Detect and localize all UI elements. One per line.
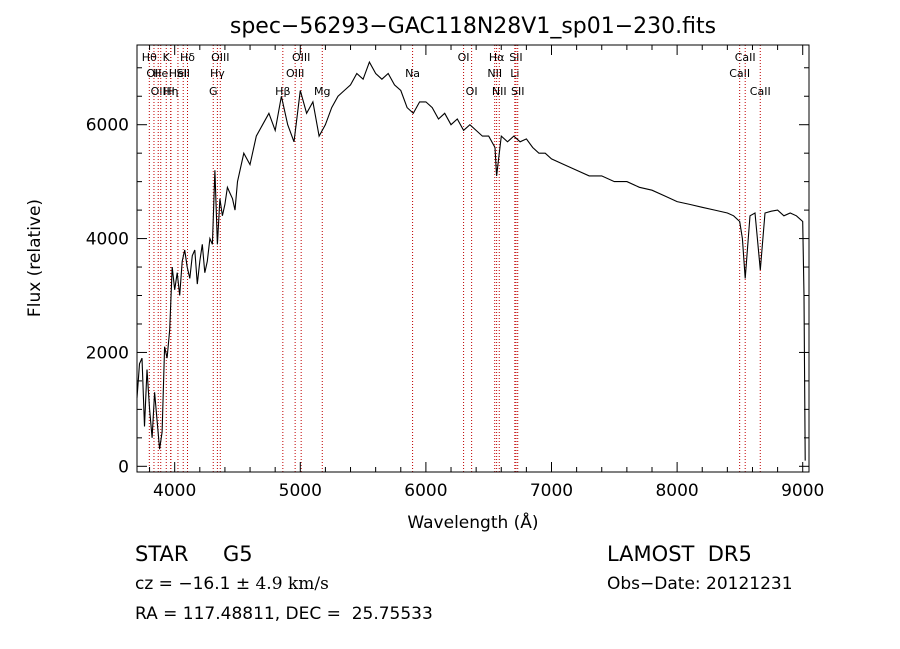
coordinates-readout: RA = 117.48811, DEC = 25.75533: [135, 604, 433, 624]
y-axis-label: Flux (relative): [25, 199, 45, 317]
spectral-line-label: OII: [146, 67, 161, 80]
spectral-line-label: K: [163, 51, 171, 64]
object-class: STAR: [135, 542, 189, 566]
spectral-line-label: HeI: [169, 67, 187, 80]
spectral-line-label: G: [209, 85, 218, 98]
x-tick-label: 8000: [655, 481, 698, 501]
spectral-line-label: OI: [466, 85, 478, 98]
observation-date: Obs−Date: 20121231: [607, 574, 793, 594]
spectral-line-label: SII: [176, 67, 189, 80]
x-tick-label: 9000: [781, 481, 824, 501]
spectral-line-label: Hγ: [210, 67, 225, 80]
spectral-line-label: He: [153, 67, 168, 80]
x-tick-label: 7000: [530, 481, 573, 501]
survey-label: LAMOST DR5: [607, 542, 752, 566]
spectral-line-label: CaII: [750, 85, 771, 98]
x-tick-label: 4000: [153, 481, 196, 501]
redshift-error: 4.9 km/s: [255, 574, 329, 594]
y-tick-label: 0: [118, 457, 129, 477]
spectral-line-label: NII: [487, 67, 502, 80]
spectral-line-label: OIII: [286, 67, 304, 80]
plot-frame: [136, 44, 810, 473]
y-tick-label: 6000: [86, 116, 129, 136]
spectral-line-label: OIII: [292, 51, 310, 64]
chart-title: spec−56293−GAC118N28V1_sp01−230.fits: [230, 14, 716, 39]
object-subclass: G5: [223, 542, 253, 566]
spectral-line-label: Hθ: [142, 51, 157, 64]
spectral-line-label: SII: [511, 85, 524, 98]
spectral-line-label: Na: [405, 67, 420, 80]
spectral-line-label: CaII: [735, 51, 756, 64]
x-tick-label: 6000: [404, 481, 447, 501]
spectral-line-label: Mg: [314, 85, 330, 98]
spectral-line-label: OII: [151, 85, 166, 98]
redshift-readout: cz = −16.1 ± 4.9 km/s: [135, 574, 329, 594]
spectral-line-label: OIII: [211, 51, 229, 64]
y-tick-label: 2000: [86, 343, 129, 363]
y-tick-label: 4000: [86, 230, 129, 250]
redshift-value: cz = −16.1 ±: [135, 574, 256, 594]
spectrum-line: [136, 60, 806, 461]
spectral-line-label: Hδ: [180, 51, 195, 64]
spectral-line-label: SII: [509, 51, 522, 64]
spectral-line-label: OI: [458, 51, 470, 64]
spectral-line-label: NII: [492, 85, 507, 98]
spectral-line-label: Hα: [489, 51, 505, 64]
spectral-line-label: Hη: [163, 85, 178, 98]
spectral-line-label: H: [167, 85, 175, 98]
x-axis-label: Wavelength (Å): [407, 511, 538, 533]
spectral-line-label: Li: [510, 67, 519, 80]
spectral-line-label: CaII: [729, 67, 750, 80]
x-tick-label: 5000: [279, 481, 322, 501]
spectral-line-label: Hβ: [275, 85, 290, 98]
